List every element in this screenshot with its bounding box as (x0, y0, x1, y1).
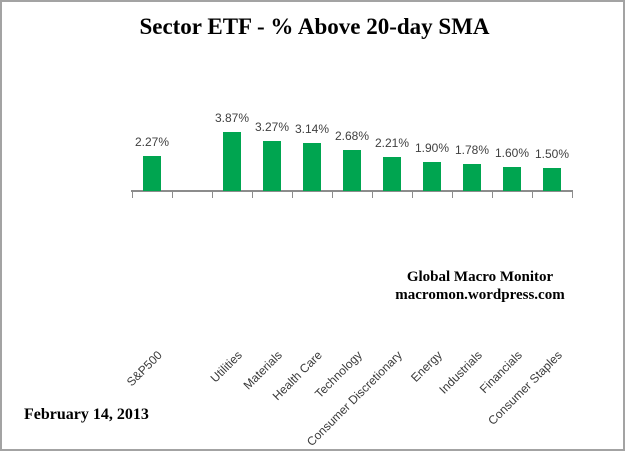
bar-energy (423, 162, 441, 191)
bar-value-label-s-p500: 2.27% (134, 135, 170, 149)
bar-value-label-industrials: 1.78% (454, 143, 490, 157)
bar-consumer-discretionary (383, 157, 401, 191)
bar-consumer-staples (543, 168, 561, 191)
bar-utilities (223, 132, 241, 191)
x-axis-tick (452, 191, 453, 198)
bar-value-label-utilities: 3.87% (214, 111, 250, 125)
category-label-s-p500: S&P500 (123, 348, 165, 390)
bar-value-label-materials: 3.27% (254, 120, 290, 134)
chart-title: Sector ETF - % Above 20-day SMA (139, 14, 490, 39)
bar-financials (503, 167, 521, 191)
x-axis-tick (292, 191, 293, 198)
bar-health-care (303, 143, 321, 191)
watermark-line1: Global Macro Monitor (406, 269, 554, 285)
x-axis-tick (212, 191, 213, 198)
bar-value-label-financials: 1.60% (494, 146, 530, 160)
date-label: February 14, 2013 (24, 406, 149, 423)
x-axis-tick (132, 191, 133, 198)
x-axis-tick (412, 191, 413, 198)
bar-value-label-technology: 2.68% (334, 129, 370, 143)
x-axis-tick (532, 191, 533, 198)
bar-technology (343, 150, 361, 191)
x-axis-tick (172, 191, 173, 198)
bar-value-label-consumer-staples: 1.50% (534, 147, 570, 161)
bar-materials (263, 141, 281, 191)
bar-value-label-energy: 1.90% (414, 141, 450, 155)
x-axis-tick (372, 191, 373, 198)
watermark: Global Macro Monitor macromon.wordpress.… (362, 268, 598, 304)
x-axis-line (131, 190, 573, 192)
x-axis-tick (252, 191, 253, 198)
watermark-line2: macromon.wordpress.com (395, 287, 565, 303)
bar-value-label-health-care: 3.14% (294, 122, 330, 136)
x-axis-tick (332, 191, 333, 198)
bar-value-label-consumer-discretionary: 2.21% (374, 136, 410, 150)
x-axis-tick (492, 191, 493, 198)
bar-industrials (463, 164, 481, 191)
x-axis-tick (572, 191, 573, 198)
bar-s-p500 (143, 156, 161, 191)
